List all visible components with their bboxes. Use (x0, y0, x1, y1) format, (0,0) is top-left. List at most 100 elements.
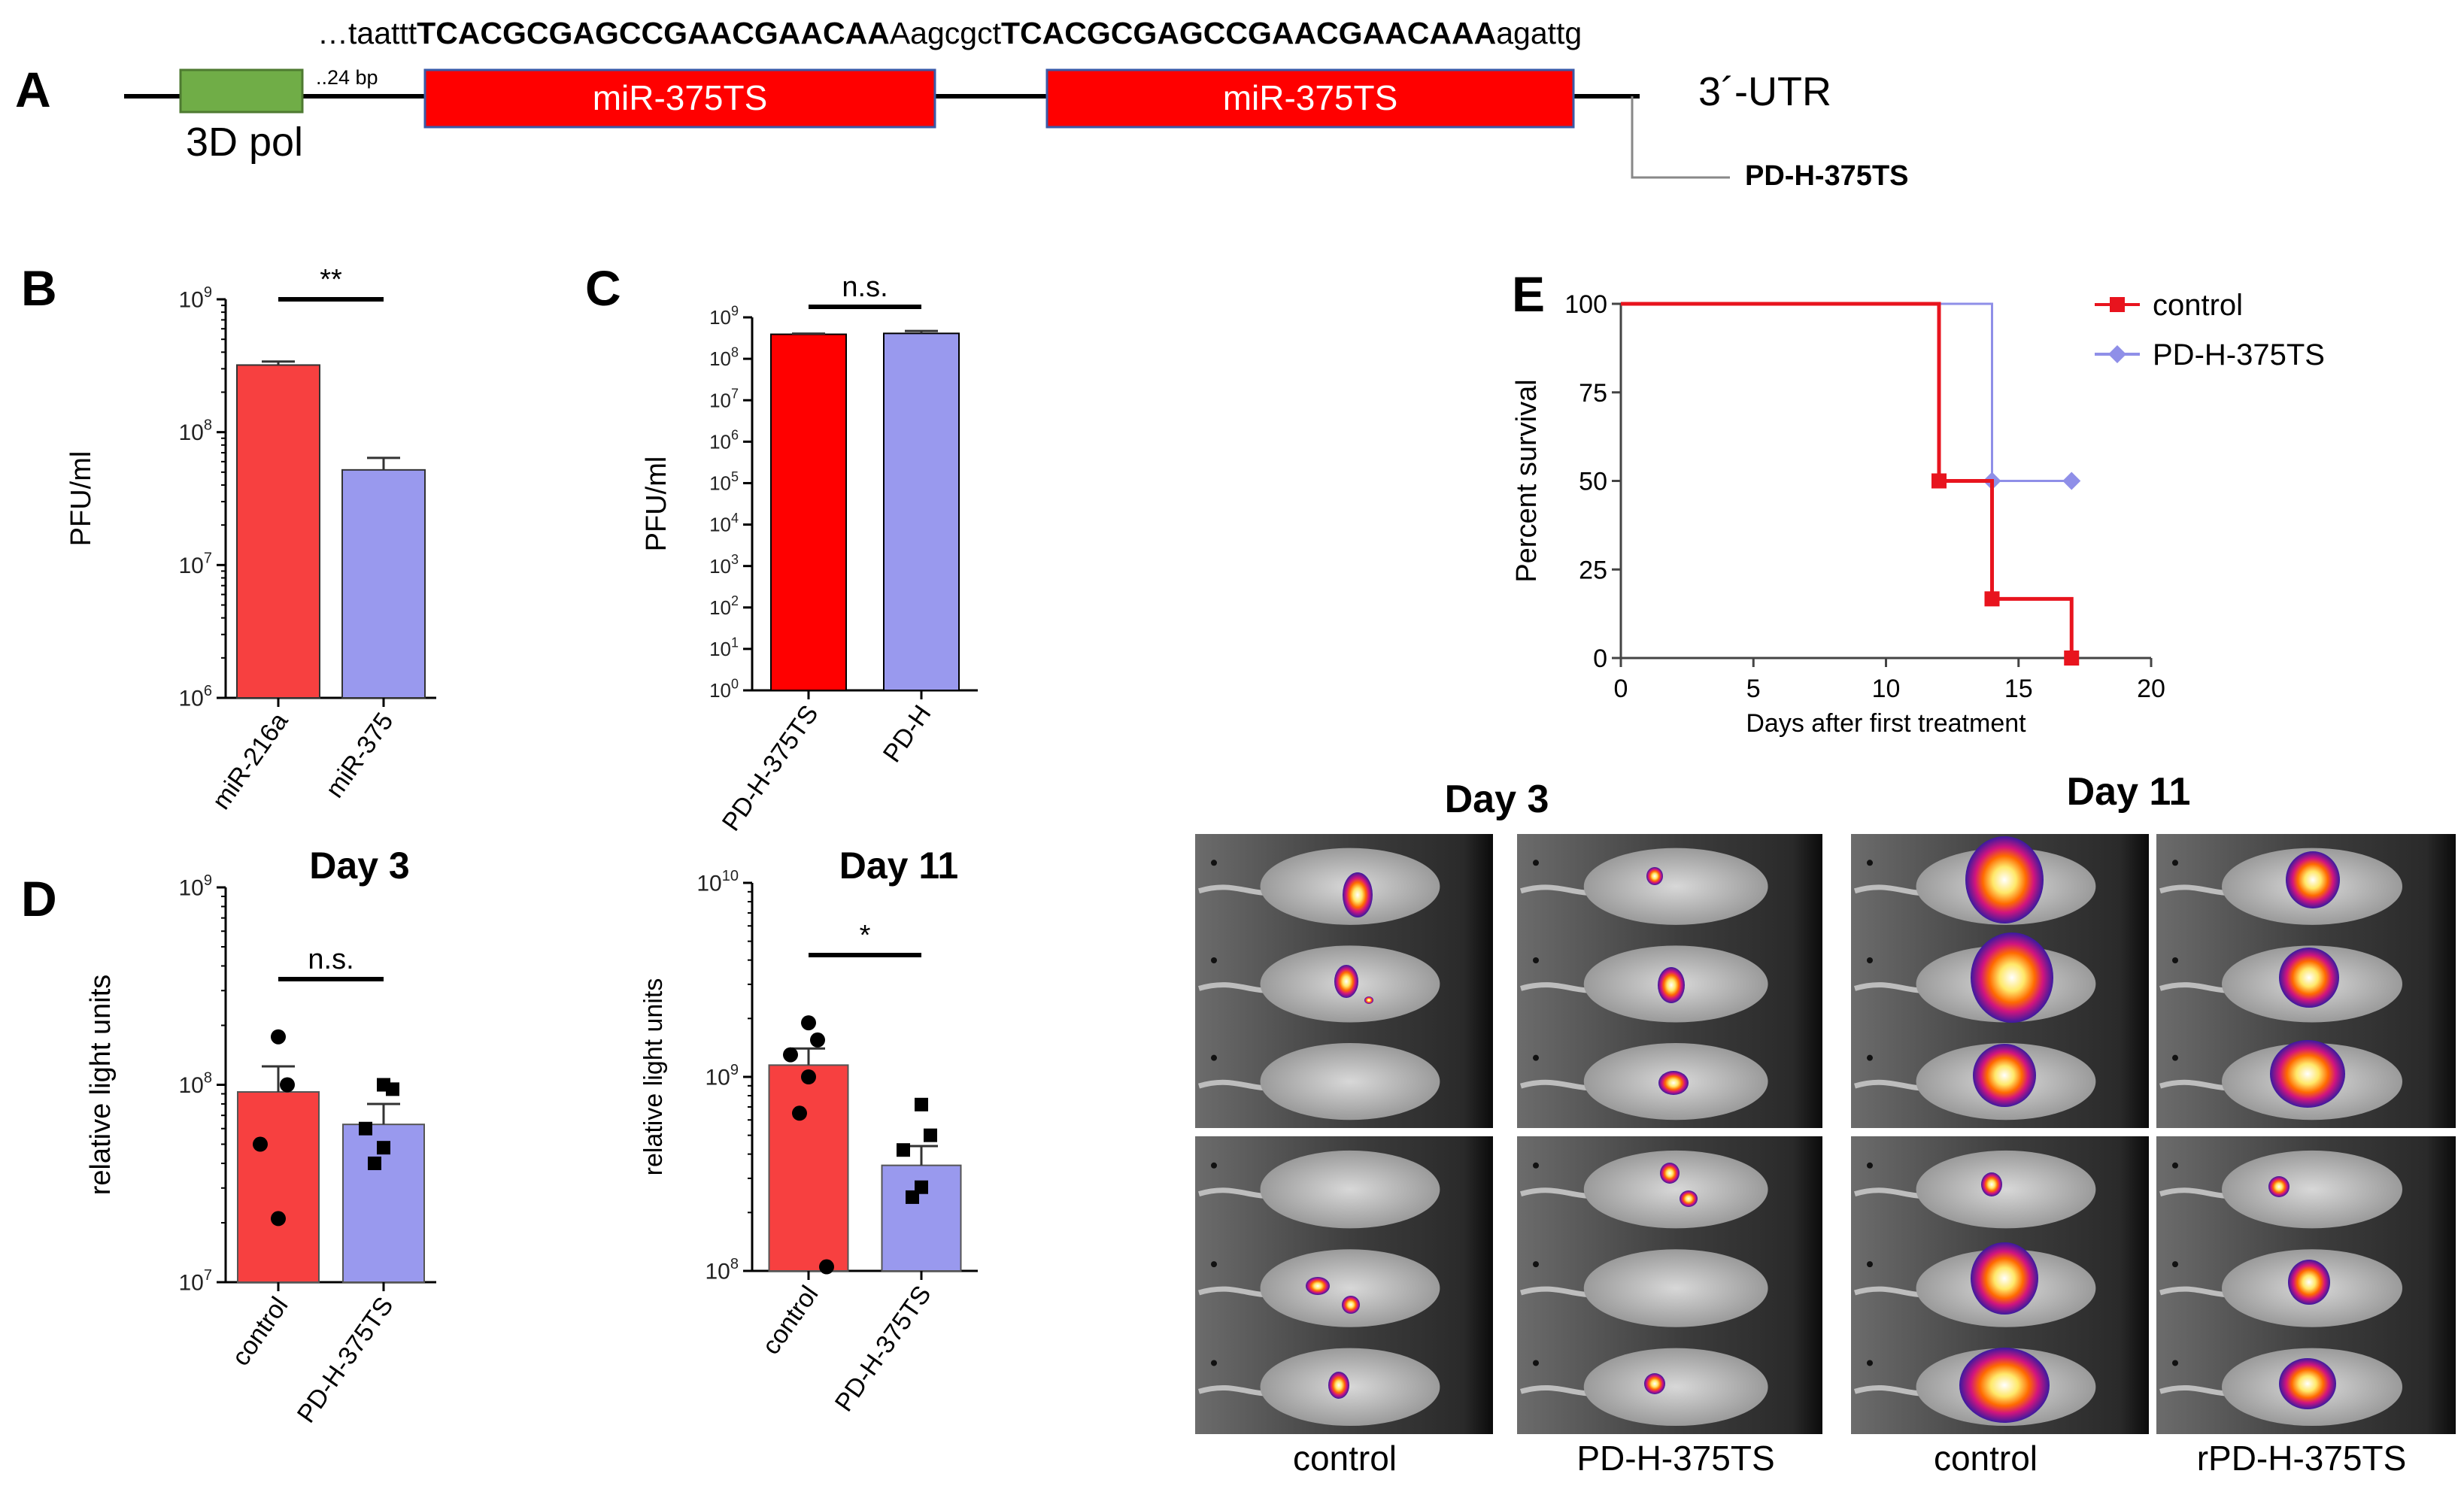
chart-title: Day 3 (309, 845, 409, 887)
luminescence-signal (1646, 867, 1663, 885)
mouse-body (1260, 1150, 1440, 1229)
y-tick-base: 10 (179, 288, 204, 313)
y-tick-label: 109 (179, 872, 213, 901)
bar (883, 332, 960, 691)
y-tick-exponent: 6 (731, 428, 739, 443)
y-tick-base: 10 (709, 514, 731, 536)
imaging-photo (1850, 832, 2150, 1130)
mouse-body (1583, 1150, 1768, 1229)
photo-dot (1533, 957, 1539, 963)
x-axis-label: Days after first treatment (1746, 709, 2026, 738)
y-tick-label: 108 (709, 345, 739, 371)
data-point (271, 1211, 286, 1227)
photo-dot (1533, 860, 1539, 866)
bar (341, 469, 426, 699)
y-tick-exponent: 1 (731, 635, 739, 650)
panel-d-letter: D (21, 871, 57, 926)
photo-dot (1533, 1162, 1539, 1169)
data-point (792, 1105, 807, 1121)
y-tick-base: 10 (179, 420, 204, 445)
x-tick-label: miR-216a (207, 708, 294, 815)
y-tick-exponent: 7 (731, 387, 739, 402)
y-tick-exponent: 9 (731, 303, 739, 318)
chart-c: 100101102103104105106107108109PFU/mlPD-H… (641, 271, 978, 836)
luminescence-signal (1364, 996, 1373, 1004)
data-point (377, 1141, 390, 1155)
mouse-body (1916, 1150, 2096, 1229)
y-tick-label: 104 (709, 511, 739, 536)
bar (236, 364, 320, 699)
survival-marker (1984, 591, 2000, 607)
mouse-body (1583, 848, 1768, 925)
y-axis-label: PFU/ml (65, 451, 97, 547)
x-tick-label: PD-H-375TS (292, 1292, 399, 1428)
y-tick-exponent: 8 (204, 1070, 212, 1087)
sequence-linker: Aagcgct (890, 16, 1002, 50)
luminescence-signal (1965, 836, 2044, 923)
imaging-day3-title: Day 3 (1445, 778, 1549, 821)
significance-label: n.s. (308, 944, 354, 975)
luminescence-signal (1660, 1163, 1680, 1184)
y-tick-exponent: 7 (204, 550, 212, 566)
legend-swatch-marker (2108, 345, 2126, 363)
data-point (280, 1077, 295, 1093)
y-tick-label: 1010 (696, 868, 739, 896)
y-tick-base: 10 (706, 1260, 730, 1284)
luminescence-signal (1644, 1373, 1665, 1394)
x-tick-label: 5 (1746, 675, 1761, 703)
y-tick-base: 10 (709, 679, 731, 702)
y-tick-label: 106 (179, 683, 213, 711)
y-tick-exponent: 0 (731, 676, 739, 691)
y-tick-exponent: 8 (731, 345, 739, 360)
chart-e-survival: 0 25 50 75 100 0 5 10 15 20 Days after first treat… (1511, 289, 2325, 738)
y-tick-label: 50 (1579, 468, 1607, 496)
y-tick-exponent: 9 (204, 284, 212, 301)
y-tick-label: 107 (179, 550, 213, 578)
y-axis-label: relative light units (639, 978, 668, 1176)
imaging-photo (1194, 1135, 1494, 1436)
y-tick-base: 10 (179, 1073, 204, 1098)
data-point (924, 1128, 937, 1142)
data-point (906, 1190, 919, 1204)
y-tick-label: 107 (179, 1267, 213, 1296)
luminescence-signal (1334, 965, 1358, 998)
y-tick-label: 108 (179, 1070, 213, 1099)
x-tick-label: PD-H-375TS (717, 700, 824, 836)
bar (768, 1064, 849, 1272)
data-point (253, 1136, 268, 1152)
photo-dot (1867, 1261, 1873, 1268)
data-point (368, 1156, 381, 1170)
mouse-body (1260, 1043, 1440, 1121)
y-tick-base: 10 (179, 687, 204, 711)
imaging-photo (1516, 1135, 1824, 1436)
survival-marker (2062, 472, 2081, 490)
x-tick-label: PD-H-375TS (830, 1281, 937, 1417)
imaging-photo (1194, 832, 1494, 1130)
y-tick-base: 10 (709, 555, 731, 578)
imaging-caption-2: PD-H-375TS (1576, 1439, 1774, 1478)
mouse-body (1260, 1249, 1440, 1327)
y-tick-base: 10 (709, 430, 731, 453)
y-tick-exponent: 10 (722, 868, 739, 884)
y-tick-label: 109 (709, 303, 739, 329)
imaging-day11-title: Day 11 (2067, 770, 2191, 814)
imaging-photo (2155, 1135, 2457, 1436)
panel-e-letter: E (1512, 266, 1545, 322)
y-tick-label: 102 (709, 593, 739, 619)
x-tick-label: control (757, 1281, 824, 1360)
significance-label: * (860, 920, 871, 951)
y-tick-base: 10 (696, 872, 721, 896)
photo-dot (1867, 1162, 1873, 1169)
sequence-prefix: …taattt (317, 16, 417, 50)
y-tick-label: 75 (1579, 379, 1607, 408)
photo-dot (1867, 957, 1873, 963)
photo-dot (1211, 1054, 1217, 1061)
data-point (801, 1015, 816, 1031)
y-tick-base: 10 (709, 389, 731, 411)
y-tick-label: 109 (706, 1062, 739, 1090)
mouse-body (1583, 1249, 1768, 1327)
mir-375ts-box-2 (1045, 68, 1575, 129)
3d-pol-box (179, 68, 304, 114)
